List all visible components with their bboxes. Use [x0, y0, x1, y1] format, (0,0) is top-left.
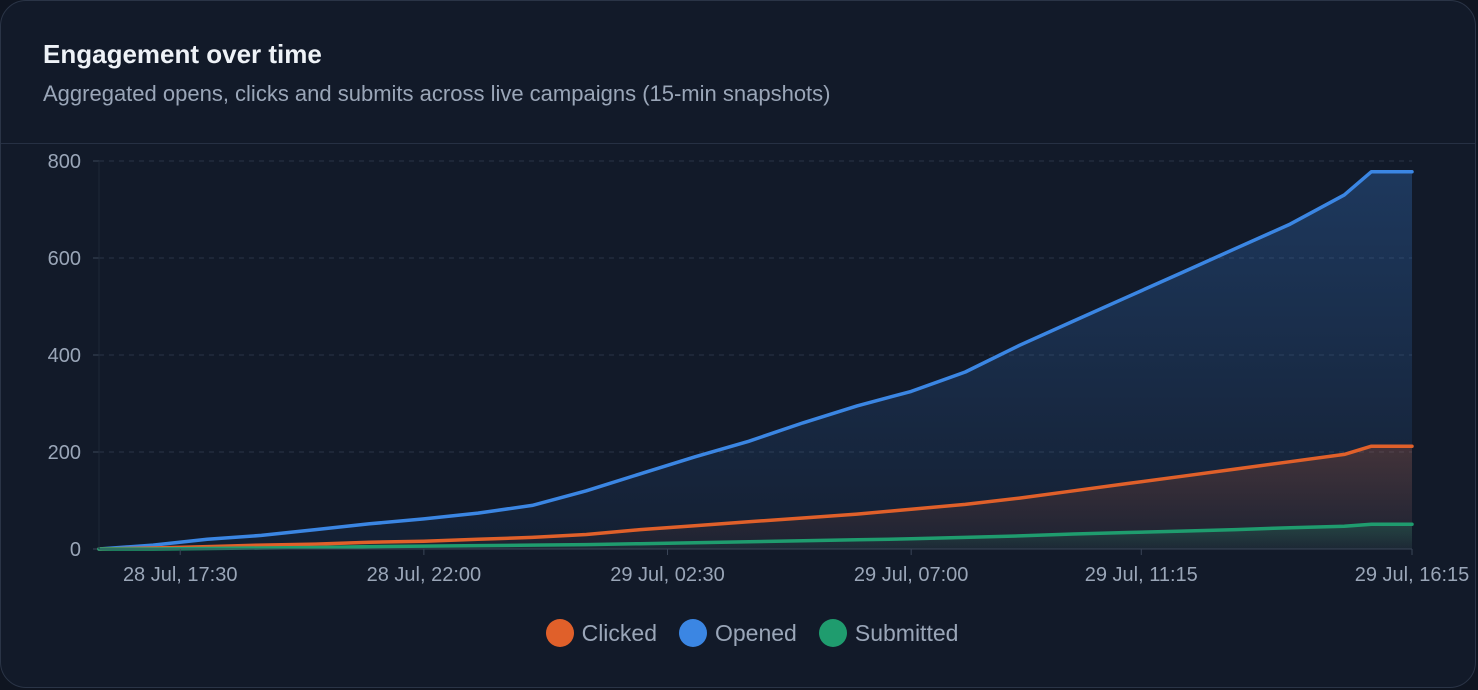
x-axis: 28 Jul, 17:30 28 Jul, 22:00 29 Jul, 02:30 2… — [98, 161, 1470, 586]
line-submitted[interactable] — [97, 522, 1414, 551]
legend-dot-submitted — [818, 619, 847, 647]
chart-title: Engagement over time — [43, 39, 322, 69]
card-header: Engagement over time Aggregated opens, c… — [1, 1, 1475, 144]
y-tick-label: 400 — [48, 345, 81, 367]
line-opened[interactable] — [97, 169, 1414, 551]
area-clicked — [99, 446, 1412, 549]
x-tick-label: 29 Jul, 07:00 — [854, 564, 969, 586]
line-clicked[interactable] — [97, 444, 1414, 551]
y-axis-ticks: 0 200 400 600 800 — [48, 151, 99, 561]
legend-item-opened[interactable]: Opened — [679, 619, 797, 647]
series-areas — [99, 171, 1412, 549]
legend-item-submitted[interactable]: Submitted — [818, 619, 959, 647]
chart-legend: Clicked Opened Submitted — [1, 619, 1475, 647]
legend-label-clicked: Clicked — [581, 619, 657, 646]
x-tick-label: 28 Jul, 22:00 — [367, 564, 482, 586]
legend-label-opened: Opened — [715, 619, 797, 646]
y-tick-label: 200 — [48, 442, 81, 464]
y-tick-label: 800 — [48, 151, 81, 173]
y-tick-label: 0 — [70, 539, 81, 561]
area-submitted — [99, 524, 1412, 549]
x-tick-label: 29 Jul, 02:30 — [610, 564, 725, 586]
y-tick-label: 600 — [48, 248, 81, 270]
legend-item-clicked[interactable]: Clicked — [545, 619, 657, 647]
x-tick-label: 28 Jul, 17:30 — [123, 564, 238, 586]
series-lines — [97, 169, 1414, 551]
legend-dot-clicked — [545, 619, 574, 647]
legend-dot-opened — [679, 619, 707, 647]
area-opened — [99, 171, 1412, 549]
x-tick-label: 29 Jul, 11:15 — [1085, 564, 1198, 586]
x-tick-label: 29 Jul, 16:15 — [1355, 564, 1470, 586]
chart-subtitle: Aggregated opens, clicks and submits acr… — [43, 81, 831, 106]
legend-label-submitted: Submitted — [854, 619, 959, 646]
